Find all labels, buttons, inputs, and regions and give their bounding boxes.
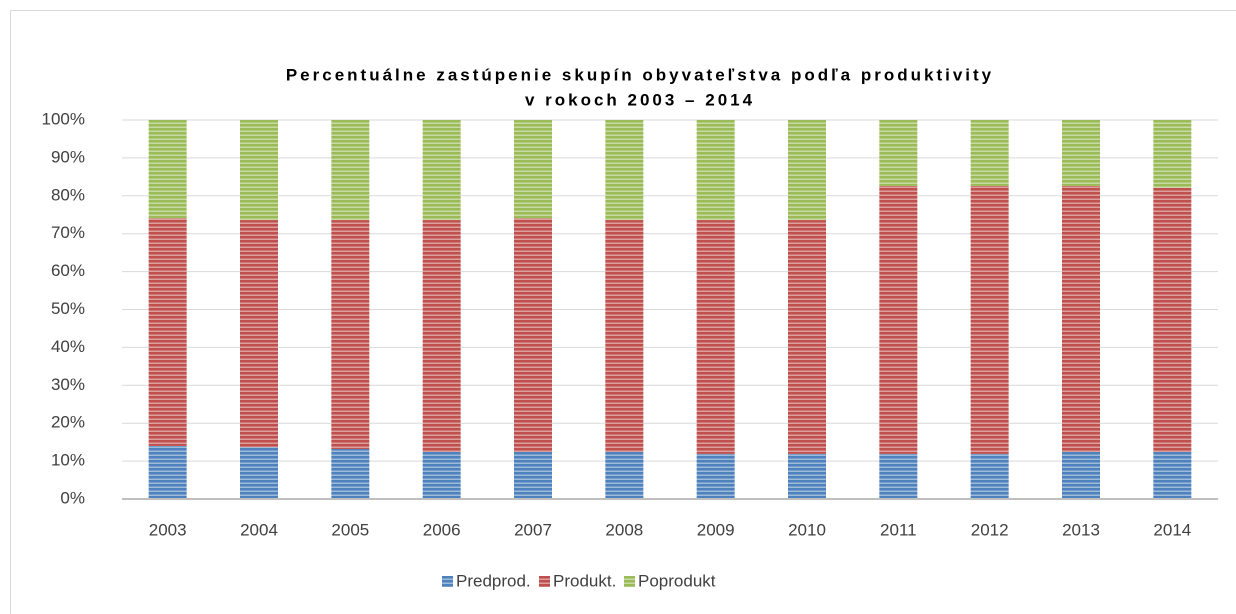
bar-segment (240, 220, 278, 448)
x-tick-label: 2004 (240, 520, 278, 539)
bar-segment (696, 120, 735, 221)
bar-segment (788, 453, 826, 499)
bar-segment (240, 447, 278, 499)
bar-segment (1153, 452, 1192, 499)
chart-title: v rokoch 2003 – 2014 (525, 90, 755, 109)
bar-segment (514, 452, 552, 499)
bar-segment (514, 120, 552, 219)
x-tick-label: 2008 (605, 520, 643, 539)
x-tick-label: 2007 (514, 520, 552, 539)
bar-segment (1153, 120, 1192, 188)
bar-segment (1062, 185, 1100, 453)
x-tick-label: 2010 (788, 520, 826, 539)
x-tick-label: 2003 (149, 520, 187, 539)
bar-segment (422, 120, 461, 221)
bar-segment (1062, 120, 1100, 186)
y-tick-label: 100% (42, 109, 85, 128)
y-tick-label: 30% (51, 375, 85, 394)
bar-segment (696, 220, 735, 454)
bar-segment (788, 120, 826, 221)
bar-segment (605, 452, 644, 499)
x-tick-label: 2011 (880, 520, 917, 539)
y-tick-label: 60% (51, 261, 85, 280)
x-tick-label: 2012 (971, 520, 1009, 539)
bar-segment (422, 452, 461, 499)
x-tick-label: 2005 (331, 520, 369, 539)
y-tick-label: 10% (51, 451, 85, 470)
y-tick-label: 90% (51, 147, 85, 166)
legend-label: Produkt. (553, 571, 616, 590)
legend-label: Poprodukt (638, 571, 716, 590)
bar-segment (970, 453, 1009, 499)
chart-title: Percentuálne zastúpenie skupín obyvateľs… (286, 65, 994, 84)
y-tick-label: 50% (51, 299, 85, 318)
bar-segment (970, 185, 1009, 454)
bar-segment (605, 220, 644, 453)
bar-segment (331, 220, 370, 449)
bar-segment (148, 218, 187, 446)
bar-segment (514, 218, 552, 453)
bar-segment (879, 120, 918, 186)
x-tick-label: 2013 (1062, 520, 1100, 539)
bar-segment (788, 220, 826, 454)
legend-swatch (539, 576, 550, 587)
x-tick-label: 2014 (1153, 520, 1191, 539)
x-tick-label: 2006 (423, 520, 461, 539)
bar-segment (422, 220, 461, 453)
bar-segment (331, 448, 370, 499)
bar-segment (605, 120, 644, 221)
bar-segment (1062, 452, 1100, 499)
bar-segment (879, 185, 918, 454)
y-tick-label: 20% (51, 413, 85, 432)
bar-segment (331, 120, 370, 221)
y-tick-label: 70% (51, 223, 85, 242)
bar-segment (148, 120, 187, 219)
y-tick-label: 80% (51, 185, 85, 204)
bar-segment (148, 445, 187, 499)
y-tick-label: 0% (60, 488, 85, 507)
x-tick-label: 2009 (697, 520, 735, 539)
bar-segment (1153, 187, 1192, 453)
legend-swatch (442, 576, 453, 587)
bar-segment (970, 120, 1009, 186)
legend-swatch (624, 576, 635, 587)
legend-label: Predprod. (456, 571, 531, 590)
bar-segment (240, 120, 278, 221)
bar-segment (879, 453, 918, 499)
y-tick-label: 40% (51, 337, 85, 356)
bar-segment (696, 453, 735, 499)
